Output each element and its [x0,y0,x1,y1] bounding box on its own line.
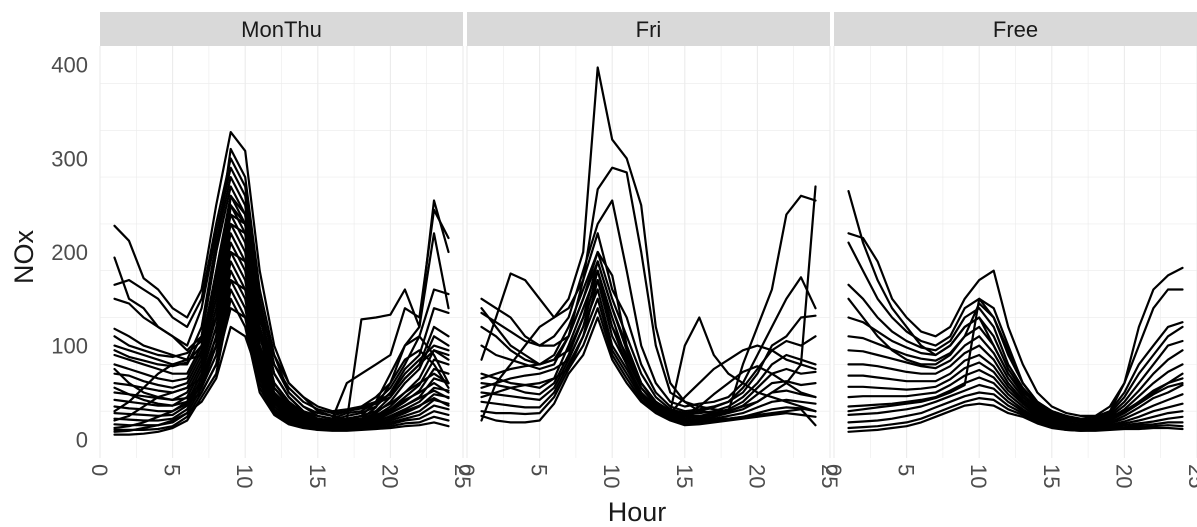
x-tick-label-15: 15 [1039,464,1064,488]
series-line-4 [847,283,1184,422]
series-line-15 [847,397,1184,432]
series-line-16 [847,402,1184,433]
x-tick-label-10: 10 [599,464,624,488]
series-line-15 [480,279,817,416]
x-tick-label-25: 25 [450,464,475,488]
series-lines [480,66,817,427]
x-tick-label-15: 15 [305,464,330,488]
series-line-9 [847,353,1184,429]
x-tick-label-20: 20 [1111,464,1136,488]
facet-strip-label: Fri [636,17,662,42]
gridlines [466,46,831,458]
x-tick-label-0: 0 [821,464,846,476]
series-line-17 [113,288,450,431]
facet-panel-MonThu: MonThu 0 5 10 15 20 25 [87,12,475,488]
series-line-6 [847,325,1184,426]
series-line-11 [480,307,817,426]
x-tick-label-15: 15 [672,464,697,488]
facet-strip [100,12,463,46]
series-line-23 [113,307,450,430]
series-line-2 [847,232,1184,417]
series-line-19 [113,213,450,413]
series-line-11 [847,368,1184,430]
series-line-15 [113,269,450,431]
x-tick-label-20: 20 [744,464,769,488]
x-tick-label-20: 20 [377,464,402,488]
y-tick-label-0: 0 [76,427,88,452]
series-line-1 [480,66,817,422]
series-line-24 [113,325,450,433]
x-tick-label-10: 10 [232,464,257,488]
series-line-18 [113,297,450,436]
series-line-13 [847,383,1184,431]
series-line-18 [847,297,1184,424]
series-line-3 [113,157,450,417]
facet-strip-label: MonThu [241,17,322,42]
facet-panel-Free: Free 0 5 10 15 20 25 [821,12,1197,488]
series-line-25 [113,194,450,424]
series-line-1 [113,131,450,422]
series-line-5 [847,316,1184,424]
series-line-21 [113,250,450,422]
series-line-26 [113,204,450,426]
facet-strip [467,12,830,46]
facet-strip [834,12,1197,46]
series-lines [847,190,1184,433]
series-line-14 [113,260,450,430]
x-tick-label-25: 25 [1184,464,1197,488]
series-line-12 [480,316,817,427]
series-lines [113,131,450,436]
y-tick-label-100: 100 [51,334,88,359]
series-line-7 [847,335,1184,427]
x-tick-label-10: 10 [966,464,991,488]
facet-panel-Fri: Fri 0 5 10 15 20 25 [454,12,842,488]
series-line-10 [847,361,1184,430]
series-line-10 [480,297,817,424]
y-tick-label-400: 400 [51,53,88,78]
x-tick-label-5: 5 [160,464,185,476]
y-tick-label-300: 300 [51,146,88,171]
y-axis-title: NOx [9,230,39,285]
x-axis-title: Hour [608,497,667,527]
x-tick-label-0: 0 [454,464,479,476]
series-line-12 [847,376,1184,431]
x-tick-label-5: 5 [527,464,552,476]
y-tick-label-200: 200 [51,240,88,265]
gridlines [99,46,464,458]
series-line-16 [113,279,450,431]
x-tick-label-25: 25 [817,464,842,488]
x-tick-label-5: 5 [894,464,919,476]
series-line-16 [480,250,817,427]
x-tick-label-0: 0 [87,464,112,476]
series-line-14 [480,269,817,415]
facet-strip-label: Free [993,17,1038,42]
